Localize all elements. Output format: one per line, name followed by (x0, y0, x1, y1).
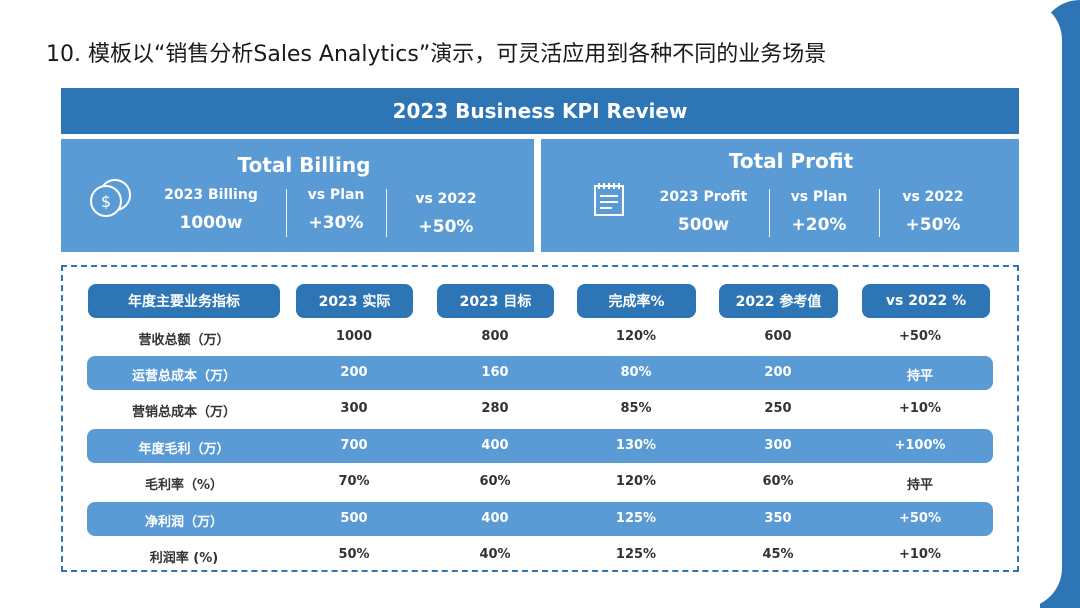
kpi-banner: 2023 Business KPI Review (61, 88, 1019, 134)
dollar-coins-icon: $ (90, 179, 131, 217)
metric-label: vs Plan (307, 187, 365, 203)
table-cell: 400 (481, 438, 509, 453)
table-cell: 600 (764, 329, 792, 344)
table-cell: 250 (764, 401, 792, 416)
billing-metric-2023: 2023 Billing 1000w (151, 187, 271, 233)
table-cell: 120% (615, 329, 657, 344)
row-band (87, 502, 993, 536)
table-cell: 持平 (906, 369, 933, 384)
table-cell: 运营总成本（万） (131, 369, 236, 384)
profit-metric-vs-plan: vs Plan +20% (769, 189, 869, 235)
table-cell: +100% (894, 438, 946, 453)
table-cell: 200 (340, 365, 368, 380)
divider (386, 189, 387, 237)
metric-label: vs Plan (790, 189, 848, 205)
profit-metric-2023: 2023 Profit 500w (641, 189, 766, 235)
table-cell: +10% (898, 547, 941, 562)
metric-label: 2023 Billing (164, 187, 258, 203)
kpi-table (61, 265, 1019, 572)
table-cell: 60% (479, 474, 511, 489)
table-cell: +50% (898, 511, 941, 526)
table-cell: 营收总额（万） (138, 333, 230, 348)
metric-value: 1000w (179, 213, 243, 233)
table-cell: 85% (620, 401, 652, 416)
table-header-2023-target: 2023 目标 (437, 284, 554, 318)
metric-value: +30% (308, 213, 364, 233)
table-cell: 400 (481, 511, 509, 526)
table-cell: 120% (615, 474, 657, 489)
metric-value: +50% (905, 215, 961, 235)
divider (879, 189, 880, 237)
table-cell: 70% (338, 474, 370, 489)
table-cell: 45% (762, 547, 794, 562)
divider (769, 189, 770, 237)
table-cell: +10% (898, 401, 941, 416)
divider (286, 189, 287, 237)
table-header-vs-2022: vs 2022 % (862, 284, 990, 318)
profit-metric-vs-2022: vs 2022 +50% (883, 189, 983, 235)
table-header-completion: 完成率% (577, 284, 696, 318)
table-cell: 280 (481, 401, 509, 416)
row-band (87, 356, 993, 390)
table-header-indicator: 年度主要业务指标 (88, 284, 280, 318)
table-cell: 利润率 (%) (149, 551, 219, 566)
table-cell: 125% (615, 547, 657, 562)
table-cell: 300 (340, 401, 368, 416)
profit-title: Total Profit (728, 149, 854, 173)
billing-metric-vs-plan: vs Plan +30% (286, 187, 386, 233)
billing-panel: Total Billing $ 2023 Billing 1000w vs Pl… (61, 139, 534, 252)
table-cell: 350 (764, 511, 792, 526)
table-cell: 500 (340, 511, 368, 526)
table-cell: 130% (615, 438, 657, 453)
billing-title: Total Billing (237, 153, 371, 177)
metric-label: vs 2022 (902, 189, 964, 205)
profit-panel: Total Profit 2023 Profit 500w vs Plan +2… (541, 139, 1019, 252)
table-cell: 1000 (335, 329, 373, 344)
table-cell: 160 (481, 365, 509, 380)
table-cell: 700 (340, 438, 368, 453)
metric-value: 500w (677, 215, 730, 235)
table-cell: 50% (338, 547, 370, 562)
metric-value: +50% (418, 217, 474, 237)
table-cell: 60% (762, 474, 794, 489)
table-header-2023-actual: 2023 实际 (296, 284, 413, 318)
table-cell: 40% (479, 547, 511, 562)
table-cell: 持平 (906, 478, 933, 493)
row-band (87, 429, 993, 463)
table-cell: 年度毛利（万） (138, 442, 230, 457)
metric-value: +20% (791, 215, 847, 235)
table-cell: 80% (620, 365, 652, 380)
notepad-icon (594, 183, 624, 216)
slide-title: 10. 模板以“销售分析Sales Analytics”演示，可灵活应用到各种不… (46, 42, 827, 67)
metric-label: vs 2022 (415, 191, 477, 207)
svg-text:$: $ (101, 192, 111, 211)
table-cell: 净利润（万） (144, 515, 223, 530)
table-cell: 毛利率（%） (144, 478, 224, 493)
table-header-2022-ref: 2022 参考值 (719, 284, 838, 318)
billing-metric-vs-2022: vs 2022 +50% (396, 191, 496, 237)
table-cell: 300 (764, 438, 792, 453)
metric-label: 2023 Profit (659, 189, 748, 205)
table-cell: 800 (481, 329, 509, 344)
table-cell: +50% (898, 329, 941, 344)
table-cell: 200 (764, 365, 792, 380)
table-cell: 营销总成本（万） (131, 405, 236, 420)
table-cell: 125% (615, 511, 657, 526)
